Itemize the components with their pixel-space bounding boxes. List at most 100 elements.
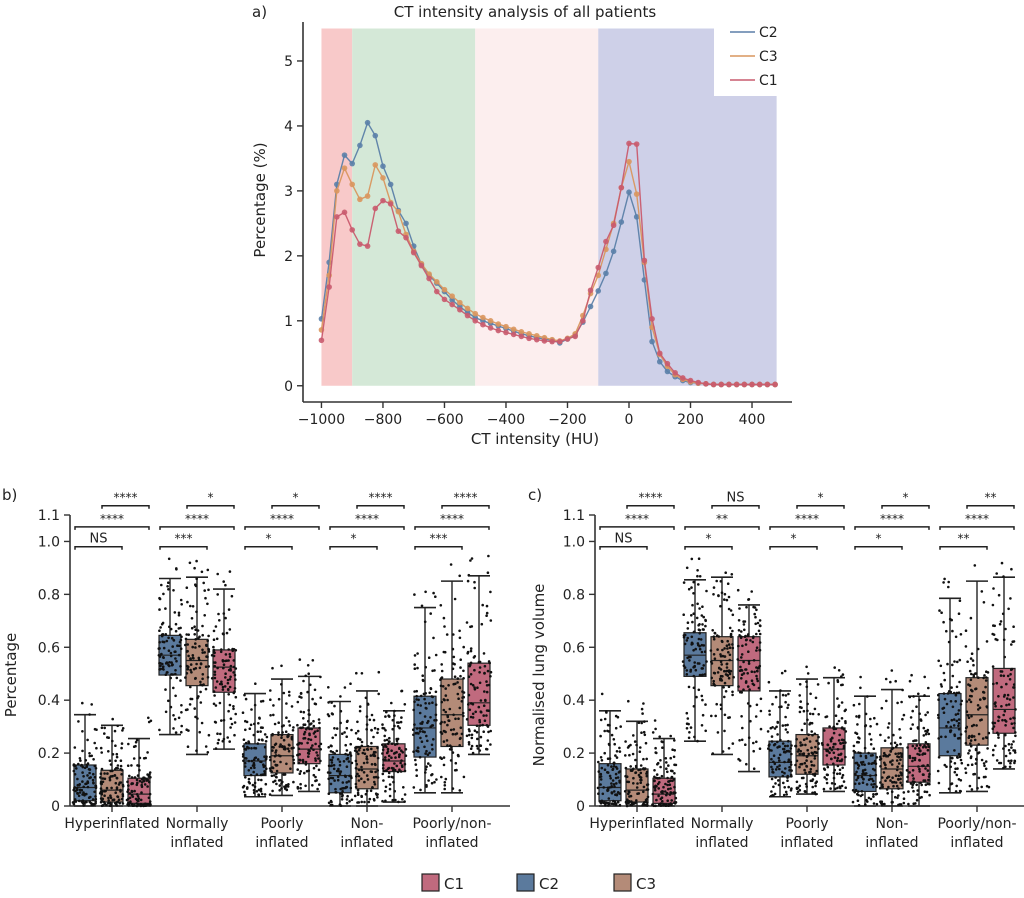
jitter-point xyxy=(146,751,149,754)
jitter-point xyxy=(338,760,342,763)
jitter-point xyxy=(413,690,416,693)
jitter-point xyxy=(73,786,76,789)
jitter-point xyxy=(694,668,698,672)
jitter-point xyxy=(108,778,112,782)
jitter-point xyxy=(439,684,443,688)
jitter-point xyxy=(710,676,713,680)
jitter-point xyxy=(840,701,844,704)
jitter-point xyxy=(755,703,759,707)
jitter-point xyxy=(644,798,648,802)
jitter-point xyxy=(603,751,606,755)
jitter-point xyxy=(313,688,317,692)
jitter-point xyxy=(758,641,762,644)
jitter-point xyxy=(447,719,450,722)
jitter-point xyxy=(207,733,211,737)
jitter-point xyxy=(102,800,106,804)
jitter-point xyxy=(416,703,420,707)
jitter-point xyxy=(188,561,192,565)
jitter-point xyxy=(381,748,385,752)
jitter-point xyxy=(640,721,643,725)
jitter-point xyxy=(280,787,283,790)
jitter-point xyxy=(314,742,317,746)
jitter-point xyxy=(981,737,985,740)
jitter-point xyxy=(462,677,465,680)
jitter-point xyxy=(629,765,632,768)
jitter-point xyxy=(420,604,424,608)
jitter-point xyxy=(311,784,314,787)
jitter-point xyxy=(280,664,283,668)
jitter-point xyxy=(942,671,946,675)
jitter-point xyxy=(76,777,79,781)
jitter-point xyxy=(837,704,841,707)
jitter-point xyxy=(403,762,407,766)
jitter-point xyxy=(388,783,392,786)
jitter-point xyxy=(214,747,218,750)
jitter-point xyxy=(786,779,789,782)
jitter-point xyxy=(992,633,996,636)
jitter-point xyxy=(354,746,358,749)
jitter-point xyxy=(186,600,189,604)
jitter-point xyxy=(84,782,87,786)
jitter-point xyxy=(651,792,655,796)
jitter-point xyxy=(365,774,369,777)
box-C3 xyxy=(709,571,735,756)
jitter-point xyxy=(344,752,347,756)
data-point xyxy=(364,243,371,249)
jitter-point xyxy=(402,786,405,789)
jitter-point xyxy=(610,785,613,788)
jitter-point xyxy=(891,776,894,779)
jitter-point xyxy=(115,804,119,807)
jitter-point xyxy=(115,776,119,780)
jitter-point xyxy=(985,736,989,740)
jitter-point xyxy=(869,743,873,746)
jitter-point xyxy=(669,769,673,773)
data-point xyxy=(572,333,578,340)
data-point xyxy=(318,337,325,344)
jitter-point xyxy=(668,793,672,796)
jitter-point xyxy=(339,709,343,713)
jitter-point xyxy=(703,673,707,676)
jitter-point xyxy=(343,731,346,734)
jitter-point xyxy=(382,727,386,730)
jitter-point xyxy=(832,751,836,755)
jitter-point xyxy=(88,713,91,716)
jitter-point xyxy=(874,793,878,796)
jitter-point xyxy=(870,762,873,765)
jitter-point xyxy=(425,749,428,753)
jitter-point xyxy=(954,700,957,703)
jitter-point xyxy=(387,775,391,779)
jitter-point xyxy=(1002,695,1006,698)
jitter-point xyxy=(396,725,400,728)
jitter-point xyxy=(837,719,841,723)
jitter-point xyxy=(599,772,603,776)
box-iqr xyxy=(185,638,209,687)
jitter-point xyxy=(216,593,219,596)
jitter-point xyxy=(194,667,198,670)
jitter-point xyxy=(632,734,635,737)
significance-bracket: * xyxy=(881,491,930,509)
jitter-point xyxy=(716,648,719,651)
jitter-point xyxy=(263,770,266,773)
jitter-point xyxy=(349,742,353,746)
jitter-point xyxy=(611,767,615,771)
significance-bracket: * xyxy=(329,532,378,550)
significance-label: ** xyxy=(716,512,728,526)
jitter-point xyxy=(441,685,445,688)
jitter-point xyxy=(957,691,961,694)
jitter-point xyxy=(316,787,319,791)
y-tick-label: 3 xyxy=(284,184,293,200)
jitter-point xyxy=(359,738,362,741)
jitter-point xyxy=(147,716,150,720)
jitter-point xyxy=(303,771,306,775)
x-tick-label: −400 xyxy=(487,412,525,428)
jitter-point xyxy=(690,614,693,617)
jitter-point xyxy=(979,698,982,701)
jitter-point xyxy=(814,745,817,749)
jitter-point xyxy=(77,720,80,723)
jitter-point xyxy=(770,790,773,793)
jitter-point xyxy=(952,718,956,721)
jitter-point xyxy=(466,579,470,583)
jitter-point xyxy=(664,757,668,760)
data-point xyxy=(603,238,609,245)
